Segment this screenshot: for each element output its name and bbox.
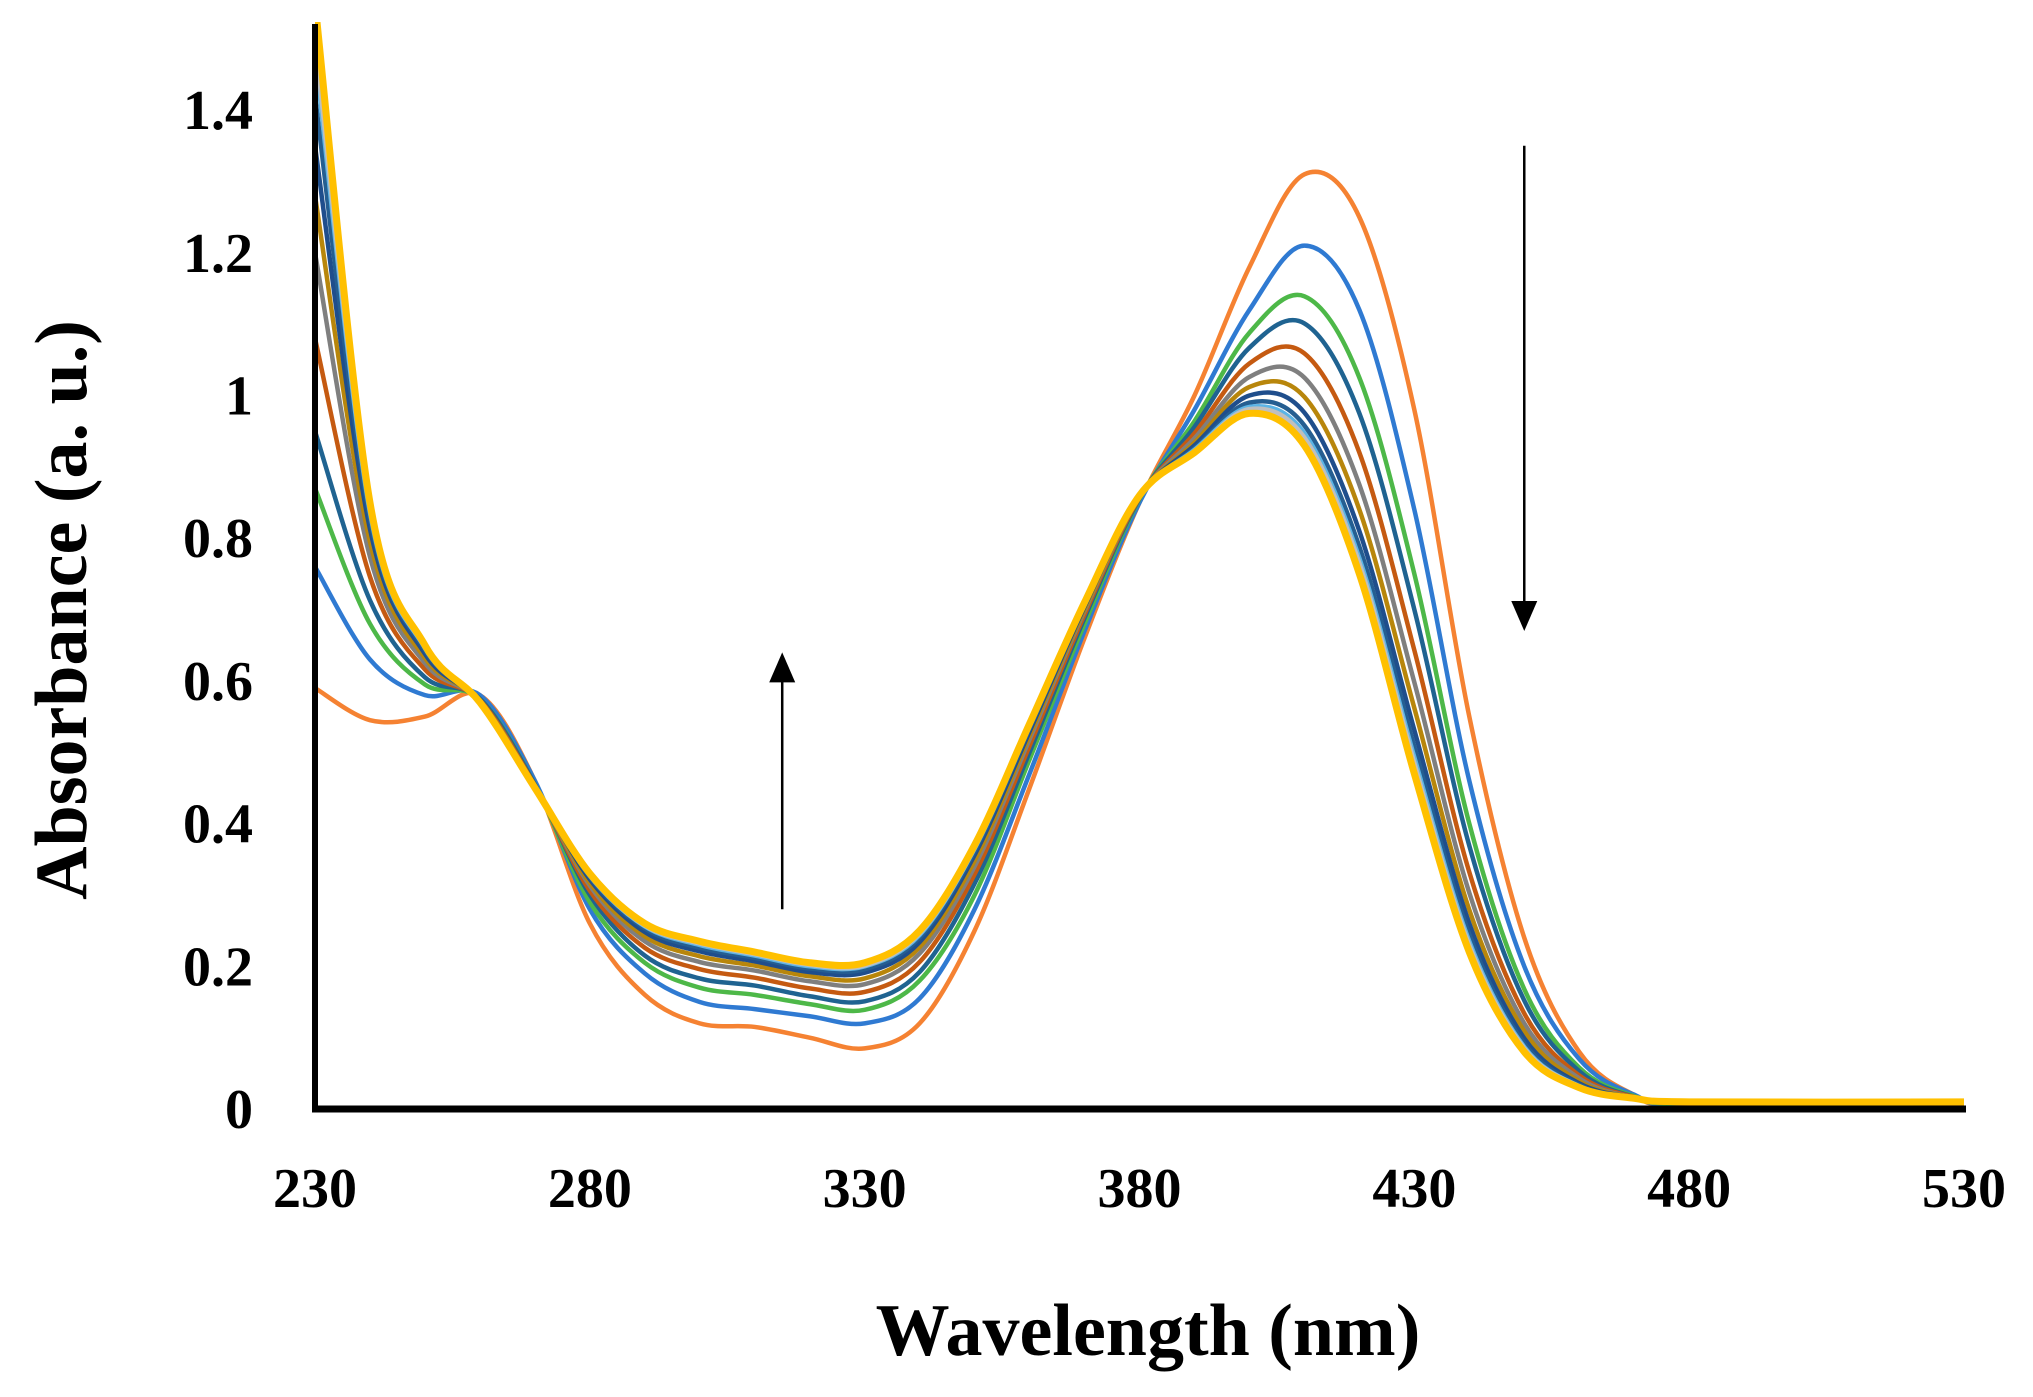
y-tick-label: 0.2	[183, 936, 253, 998]
series-line-9	[315, 95, 1965, 1105]
x-tick-label: 530	[1922, 1158, 2006, 1220]
y-tick-label: 0.4	[183, 794, 253, 856]
x-axis-title: Wavelength (nm)	[876, 1290, 1421, 1372]
y-tick-label: 0	[225, 1079, 253, 1141]
x-tick-label: 430	[1372, 1158, 1456, 1220]
series-line-2	[315, 243, 1965, 1109]
y-tick-label: 1	[225, 366, 253, 428]
y-tick-label: 0.8	[183, 508, 253, 570]
series-line-3	[315, 292, 1965, 1107]
series-line-12	[315, 22, 1965, 1106]
y-tick-label: 1.4	[183, 80, 253, 142]
series-line-8	[315, 145, 1965, 1106]
series-line-11	[315, 38, 1965, 1105]
x-tick-label: 280	[548, 1158, 632, 1220]
series-layer	[315, 22, 1965, 1109]
x-tick-label: 480	[1647, 1158, 1731, 1220]
x-tick-label: 380	[1098, 1158, 1182, 1220]
y-axis-title: Absorbance (a. u.)	[21, 320, 103, 900]
x-tick-label: 230	[273, 1158, 357, 1220]
series-line-7	[315, 195, 1965, 1106]
x-tick-label: 330	[823, 1158, 907, 1220]
x-tick-labels: 230 280 330 380 430 480 530	[273, 1158, 2006, 1220]
y-tick-label: 1.2	[183, 223, 253, 285]
annotation-arrows	[769, 145, 1538, 910]
arrow-down-icon	[1511, 145, 1538, 631]
y-tick-labels: 0 0.2 0.4 0.6 0.8 1 1.2 1.4	[183, 80, 253, 1141]
arrow-up-icon	[769, 652, 796, 910]
series-line-5	[315, 337, 1965, 1107]
series-line-4	[315, 317, 1965, 1107]
series-line-6	[315, 252, 1965, 1106]
series-line-1	[315, 169, 1965, 1109]
y-tick-label: 0.6	[183, 651, 253, 713]
series-line-10	[315, 52, 1965, 1105]
